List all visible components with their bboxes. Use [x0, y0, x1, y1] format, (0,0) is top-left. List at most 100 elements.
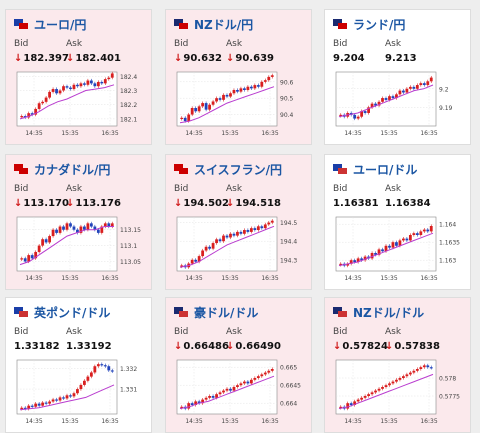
y-tick-label: 0.6645 [280, 383, 301, 390]
pair-name[interactable]: ユーロ/ドル [353, 162, 418, 177]
candle [225, 94, 229, 97]
price-chart[interactable]: 113.15 113.1 113.05 14:35 15:35 16:35 [14, 215, 144, 287]
ask-label: Ask [385, 39, 402, 49]
rate-card-zar-jpy[interactable]: ランド/円 Bid Ask 9.204 9.213 9.2 9.19 14:35 15:35 16… [324, 9, 471, 145]
candle [41, 101, 45, 104]
rate-card-aud-usd[interactable]: 豪ドル/ドル Bid Ask ↓0.66486 ↓0.66490 0.665 0.6645 0… [165, 297, 312, 433]
candle [79, 384, 83, 390]
candle [339, 406, 343, 408]
rate-card-cad-jpy[interactable]: カナダドル/円 Bid Ask ↓113.170 ↓113.176 113.15 113.1… [5, 154, 152, 290]
candle [96, 229, 100, 233]
plot-frame [176, 216, 278, 272]
rate-card-jpy-usd-euro[interactable]: ユーロ/円 Bid Ask ↓182.397 ↓182.401 182.4 182.3 182… [5, 9, 152, 145]
price-chart[interactable]: 194.5 194.4 194.3 14:35 15:35 16:35 [174, 215, 304, 287]
candle [260, 374, 264, 377]
card-header[interactable]: ユーロ/円 [14, 15, 86, 33]
pair-name[interactable]: NZドル/ドル [353, 305, 425, 320]
candle [208, 104, 211, 110]
card-header[interactable]: ユーロ/ドル [333, 160, 417, 178]
candle [381, 98, 384, 102]
candle [239, 231, 243, 234]
candle [34, 251, 38, 259]
price-chart[interactable]: 1.332 1.331 14:35 15:35 16:35 [14, 358, 144, 430]
y-tick-label: 113.1 [120, 243, 137, 250]
candle [381, 249, 384, 252]
x-tick-label: 15:35 [221, 130, 238, 137]
candle [215, 98, 218, 102]
candle [395, 242, 398, 246]
candle [353, 260, 357, 262]
candle [110, 223, 114, 227]
candle [48, 236, 51, 243]
candle [107, 223, 111, 227]
price-chart[interactable]: 0.578 0.5775 14:35 15:35 16:35 [333, 358, 463, 430]
candle [408, 86, 412, 89]
candle [384, 385, 388, 387]
candle [44, 402, 48, 404]
rate-card-nzd-jpy[interactable]: NZドル/円 Bid Ask ↓90.632 ↓90.639 90.6 90.5 90.4 14… [165, 9, 312, 145]
pair-name[interactable]: 豪ドル/ドル [194, 305, 259, 320]
price-chart[interactable]: 0.665 0.6645 0.664 14:35 15:35 16:35 [174, 358, 304, 430]
candle [79, 226, 83, 233]
x-tick-label: 14:35 [185, 130, 202, 137]
y-tick-label: 1.332 [120, 366, 137, 373]
y-tick-label: 1.164 [439, 222, 456, 229]
y-tick-label: 90.6 [280, 79, 294, 86]
candle [249, 228, 253, 232]
candle [69, 223, 72, 227]
ask-label: Ask [66, 184, 83, 194]
candle [83, 83, 86, 85]
bid-value: ↓194.502 [174, 198, 229, 209]
candle [412, 233, 416, 235]
down-arrow-icon: ↓ [226, 198, 235, 209]
card-header[interactable]: NZドル/円 [174, 15, 253, 33]
card-header[interactable]: カナダドル/円 [14, 160, 110, 178]
candle [346, 263, 350, 266]
candle [239, 88, 243, 92]
pair-name[interactable]: ユーロ/円 [34, 17, 87, 32]
candle [426, 81, 430, 86]
ask-label: Ask [385, 327, 402, 337]
candle [384, 98, 388, 100]
price-chart[interactable]: 1.164 1.1635 1.163 14:35 15:35 16:35 [333, 215, 463, 287]
rate-card-eur-usd[interactable]: ユーロ/ドル Bid Ask 1.16381 1.16384 1.164 1.1635 1.1… [324, 154, 471, 290]
down-arrow-icon: ↓ [385, 341, 394, 352]
candle [267, 76, 271, 81]
down-arrow-icon: ↓ [226, 341, 235, 352]
currency-flag-icon [174, 164, 188, 174]
rate-card-nzd-usd[interactable]: NZドル/ドル Bid Ask ↓0.57824 ↓0.57838 0.578 0.5775… [324, 297, 471, 433]
price-chart[interactable]: 90.6 90.5 90.4 14:35 15:35 16:35 [174, 70, 304, 142]
card-header[interactable]: スイスフラン/円 [174, 160, 282, 178]
y-tick-label: 0.664 [280, 401, 297, 408]
ask-label: Ask [226, 327, 243, 337]
rate-card-chf-jpy[interactable]: スイスフラン/円 Bid Ask ↓194.502 ↓194.518 194.5 194.4… [165, 154, 312, 290]
x-tick-label: 15:35 [380, 130, 397, 137]
candle [263, 80, 267, 82]
candle [180, 406, 184, 408]
y-tick-label: 182.2 [120, 102, 137, 109]
bid-value: ↓0.57824 [333, 341, 388, 352]
x-tick-label: 16:35 [101, 275, 118, 282]
candle [356, 399, 360, 402]
card-header[interactable]: 英ポンド/ドル [14, 303, 110, 321]
pair-name[interactable]: 英ポンド/ドル [34, 305, 111, 320]
candle [197, 401, 201, 404]
candle [398, 378, 402, 380]
candle [429, 367, 433, 369]
price-chart[interactable]: 9.2 9.19 14:35 15:35 16:35 [333, 70, 463, 142]
price-chart[interactable]: 182.4 182.3 182.2 182.1 14:35 15:35 16:35 [14, 70, 144, 142]
candle [360, 397, 364, 400]
pair-name[interactable]: NZドル/円 [194, 17, 254, 32]
pair-name[interactable]: カナダドル/円 [34, 162, 111, 177]
pair-name[interactable]: ランド/円 [353, 17, 406, 32]
pair-name[interactable]: スイスフラン/円 [194, 162, 283, 177]
candle [51, 89, 55, 92]
card-header[interactable]: ランド/円 [333, 15, 405, 33]
card-header[interactable]: 豪ドル/ドル [174, 303, 258, 321]
rate-card-gbp-usd[interactable]: 英ポンド/ドル Bid Ask 1.33182 1.33192 1.332 1.331 14:… [5, 297, 152, 433]
card-header[interactable]: NZドル/ドル [333, 303, 424, 321]
candle [100, 81, 104, 84]
candle [377, 388, 381, 391]
ask-value: ↓113.176 [66, 198, 121, 209]
candle [374, 390, 377, 393]
